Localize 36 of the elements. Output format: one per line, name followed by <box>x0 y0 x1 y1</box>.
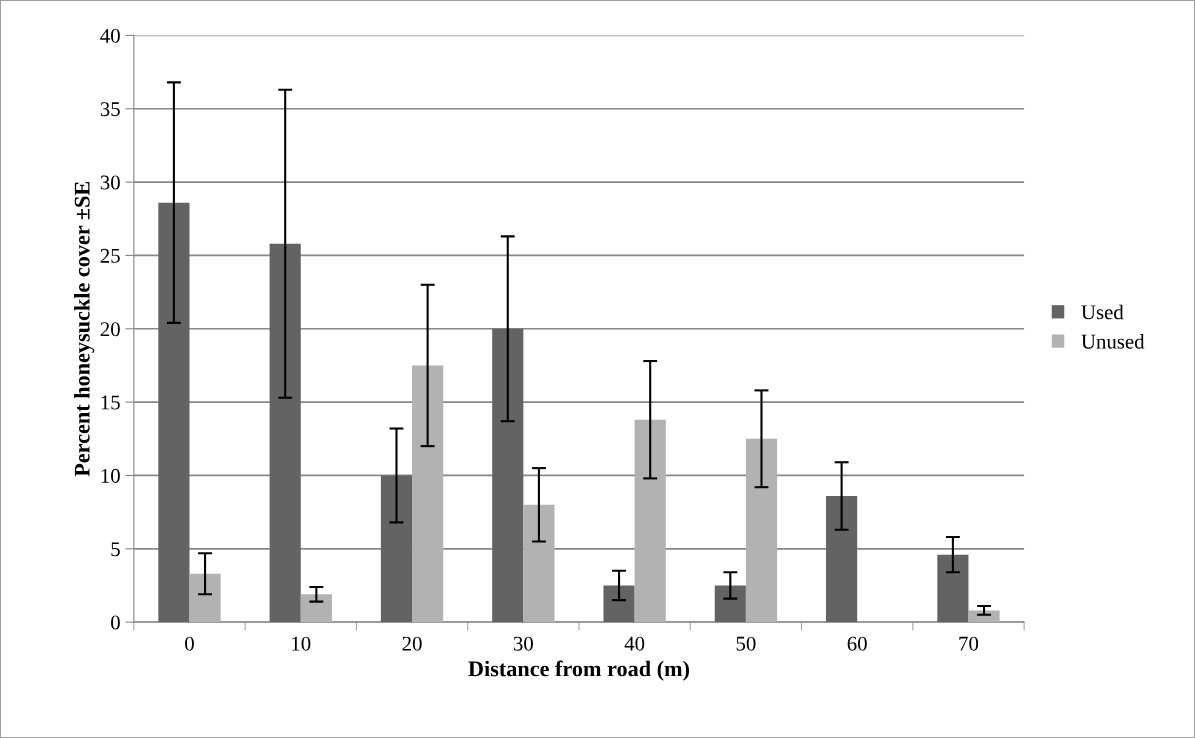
y-tick-label: 35 <box>100 102 120 117</box>
bar <box>412 365 444 623</box>
x-tick-label: 60 <box>847 636 867 651</box>
y-tick-label: 15 <box>101 395 120 410</box>
y-tick-label: 10 <box>101 468 120 483</box>
bar <box>634 419 666 623</box>
legend-label: Used <box>1081 304 1124 320</box>
bar <box>714 585 746 623</box>
bar <box>269 243 301 623</box>
bar <box>968 610 1000 623</box>
bar <box>158 202 190 623</box>
x-tick-label: 50 <box>736 636 756 651</box>
bar <box>603 585 635 623</box>
bar <box>826 495 858 623</box>
bar <box>745 438 778 623</box>
x-tick-label: 70 <box>959 636 979 651</box>
x-tick-label: 40 <box>624 636 645 651</box>
y-tick-label: 25 <box>100 248 120 263</box>
x-axis-title: Distance from road (m) <box>468 660 689 681</box>
bar <box>937 554 969 623</box>
bar <box>300 594 332 623</box>
bar <box>523 504 555 623</box>
y-tick-label: 0 <box>111 615 120 630</box>
y-tick-label: 40 <box>100 28 120 43</box>
x-tick-label: 20 <box>402 636 422 651</box>
x-tick-label: 30 <box>513 636 533 651</box>
y-tick-label: 20 <box>100 322 120 337</box>
x-tick-label: 0 <box>185 636 194 651</box>
y-tick-label: 30 <box>100 175 120 190</box>
bar <box>189 573 221 623</box>
y-tick-label: 5 <box>111 542 120 557</box>
y-axis-title: Percent honeysuckle cover ±SE <box>74 181 95 477</box>
bar <box>380 475 413 623</box>
x-tick-label: 10 <box>292 636 311 651</box>
legend-label: Unused <box>1081 333 1145 349</box>
bar <box>492 328 524 623</box>
